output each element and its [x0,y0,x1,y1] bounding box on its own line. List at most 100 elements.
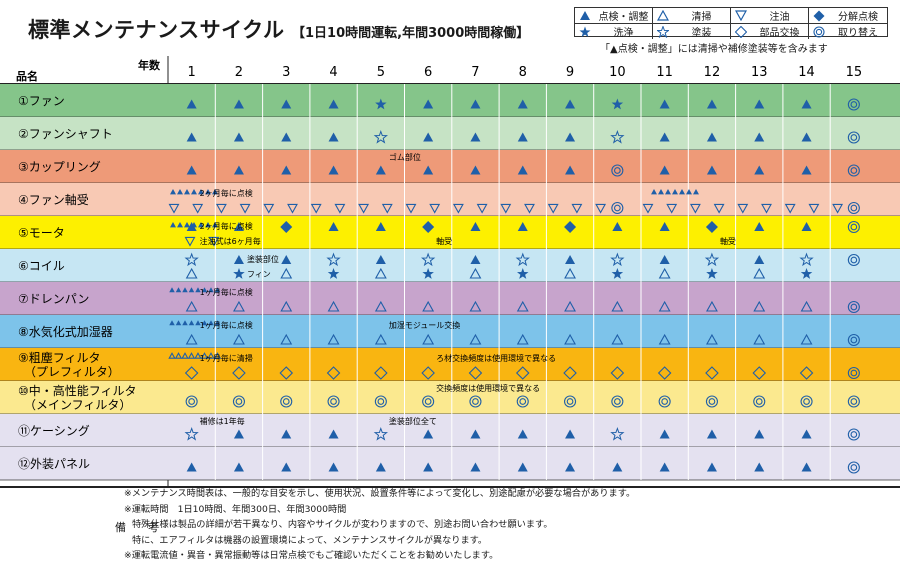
triangle-filled-mark [328,132,339,142]
triangle-outline-mark [280,300,293,312]
star-outline-mark [799,252,814,267]
double-circle-inner-mark [850,431,858,438]
triangle-filled-mark [175,287,182,293]
double-circle-mark [705,395,719,408]
triangle-outline-mark [706,300,718,312]
remark-line: ※メンテナンス時間表は、一般的な目安を示し、使用状況、設置条件等によって変化し、… [124,488,636,499]
row-name-line: ⑩中・高性能フィルタ [18,383,137,398]
legend-item-wash: 洗浄 [575,24,653,39]
year-header-4: 4 [329,65,337,80]
diamond-outline-mark [468,366,483,380]
double-circle-mark [611,395,624,408]
double-circle-mark [847,300,860,314]
triangle-outline-mark [516,333,529,345]
double-circle-mark [800,395,813,408]
triangle-filled-mark [612,462,623,472]
row-background [0,117,900,150]
year-header-5: 5 [377,65,385,80]
remarks-block: ※メンテナンス時間表は、一般的な目安を示し、使用状況、設置条件等によって変化し、… [124,486,894,564]
triangle-filled-mark [214,287,221,293]
triangle-filled-mark [754,462,765,472]
triangle-outline-mark [564,300,576,312]
diamond-outline-mark [374,366,388,380]
triangle-filled-mark [208,320,214,326]
diamond-outline-mark [232,366,246,380]
triangle-filled-mark [659,165,670,175]
triangle-outline-mark [374,333,387,345]
down-triangle-outline-mark [476,203,488,214]
double-circle-mark [611,164,624,177]
double-circle-mark [232,395,245,408]
double-circle-inner-mark [850,464,858,471]
star-outline-mark [421,252,436,267]
row-name-line: ④ファン軸受 [18,193,89,207]
triangle-filled-mark [470,462,481,472]
double-circle-inner-mark [330,398,337,405]
double-circle-mark [516,395,529,408]
triangle-filled-mark [565,429,576,439]
triangle-filled-mark [517,429,528,439]
triangle-outline-mark [753,333,766,345]
triangle-filled-mark [470,255,481,264]
row-annotation: 1ヶ月毎に点検 [200,287,253,297]
double-circle-inner-mark [850,204,858,212]
triangle-filled-mark [169,287,175,293]
row-name-line: （メインフィルタ） [24,398,131,412]
triangle-filled-mark [423,165,434,175]
triangle-filled-mark [328,165,339,175]
row-annotation: 軸受 [436,236,452,246]
double-circle-mark [847,201,860,215]
triangle-filled-mark [233,222,244,231]
triangle-outline-mark [168,352,176,359]
double-circle-inner-mark [850,369,858,377]
row-name-line: （プレフィルタ） [24,365,120,379]
triangle-filled-mark [375,462,386,472]
triangle-filled-mark [182,287,188,293]
triangle-filled-mark [651,189,657,195]
row-name-label: ⑥コイル [18,259,65,273]
double-circle-inner-mark [188,398,195,405]
diamond-outline-mark [705,366,719,380]
triangle-filled-mark [706,99,717,109]
triangle-filled-mark [470,222,481,231]
row-annotation: 2ヶ月毎に点検 [200,188,253,198]
triangle-filled-mark [281,429,292,439]
double-circle-mark [327,395,340,408]
row-name-label: ⑤モータ [18,226,65,240]
year-header-8: 8 [519,65,527,80]
page-subtitle: 【1日10時間運転,年間3000時間稼働】 [292,26,530,41]
triangle-filled-mark [801,462,812,472]
triangle-filled-mark [169,320,175,326]
row-background [0,447,900,480]
star-filled-mark [233,268,245,279]
diamond-outline-mark [184,366,199,380]
triangle-filled-mark [679,189,685,195]
triangle-outline-mark [753,300,766,312]
triangle-filled-mark [201,320,208,326]
triangle-outline-mark [181,352,189,359]
double-circle-mark [280,395,293,408]
triangle-outline-mark [280,333,293,345]
star-outline-mark [184,427,199,441]
legend-item-replace: 取り替え [809,24,887,39]
legend-item-paint: 塗装 [653,24,731,39]
star-filled-icon [579,26,591,37]
triangle-filled-mark [754,255,765,264]
double-circle-mark [374,395,387,408]
down-triangle-outline-mark [808,203,820,214]
star-outline-mark [610,130,625,144]
triangle-filled-mark [233,132,244,142]
legend-item-overhaul: 分解点検 [809,8,887,24]
symbol-legend: 点検・調整 清掃 注油 分解点検 洗浄 塗装 部品交換 取り替え [574,7,888,39]
triangle-filled-mark [375,222,386,231]
down-triangle-outline-mark [452,203,464,214]
row-annotation: 加湿モジュール交換 [389,320,460,330]
down-triangle-outline-mark [215,203,227,214]
double-circle-mark [847,366,860,380]
triangle-outline-mark [185,300,198,312]
row-background [0,183,900,216]
year-header-12: 12 [704,65,721,80]
triangle-filled-mark [191,222,197,228]
diamond-outline-mark [657,366,672,380]
row-annotation: 軸受 [720,236,736,246]
